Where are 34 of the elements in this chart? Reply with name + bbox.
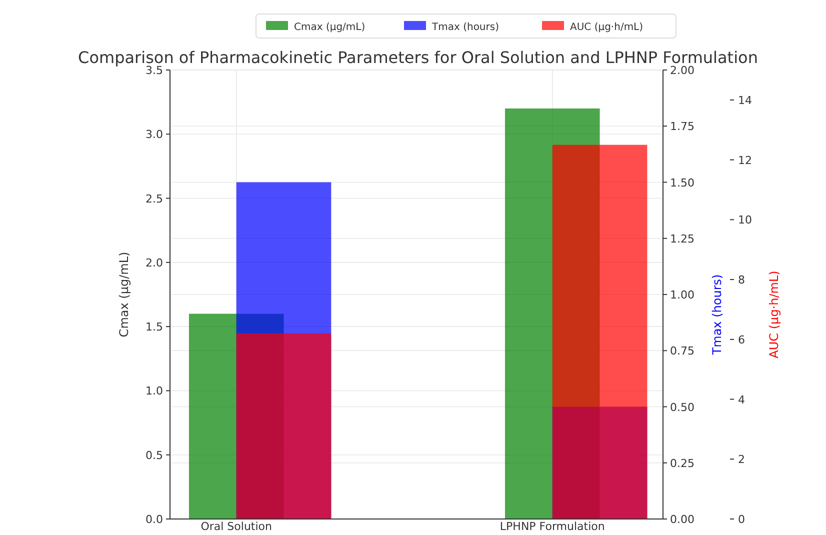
y2-tick-label: 2.00 — [670, 64, 694, 77]
y3-tick-label: 2 — [738, 453, 745, 466]
y2-axis-title: Tmax (hours) — [710, 274, 724, 356]
y-axis-title: Cmax (µg/mL) — [117, 252, 131, 338]
x-tick-label: Oral Solution — [200, 520, 272, 533]
legend-label: Cmax (µg/mL) — [294, 22, 366, 33]
y3-tick-label: 10 — [738, 214, 752, 227]
y2-tick-label: 1.00 — [670, 288, 694, 302]
y3-tick-label: 14 — [738, 94, 752, 107]
y2-tick-label: 0.25 — [670, 456, 694, 470]
y-tick-label: 0.0 — [146, 513, 163, 526]
y-tick-label: 1.0 — [146, 384, 163, 398]
x-tick-label: LPHNP Formulation — [500, 520, 605, 533]
y2-tick-label: 0.50 — [670, 400, 694, 414]
y-tick-label: 0.5 — [146, 448, 163, 462]
y2-tick-label: 0.75 — [670, 344, 694, 358]
y2-tick-label: 0.00 — [670, 513, 694, 526]
legend-label: Tmax (hours) — [431, 22, 500, 33]
y3-tick-label: 4 — [738, 393, 745, 406]
legend-label: AUC (µg·h/mL) — [570, 22, 644, 33]
y2-tick-label: 1.50 — [670, 176, 694, 190]
y2-tick-label: 1.25 — [670, 232, 694, 246]
y2-tick-label: 1.75 — [670, 120, 694, 134]
chart-title: Comparison of Pharmacokinetic Parameters for Oral Solution and LPHNP Formulation — [78, 48, 758, 67]
y-tick-label: 3.5 — [146, 64, 163, 77]
y-tick-label: 2.0 — [146, 256, 163, 270]
y3-tick-label: 6 — [738, 333, 745, 346]
y-tick-label: 2.5 — [146, 192, 163, 206]
y3-tick-label: 0 — [738, 513, 745, 526]
y3-tick-label: 12 — [738, 154, 752, 167]
y3-tick-label: 8 — [738, 274, 745, 287]
y3-axis-title: AUC (µg·h/mL) — [767, 270, 781, 358]
y-tick-label: 1.5 — [146, 320, 163, 334]
y-tick-label: 3.0 — [146, 128, 163, 142]
